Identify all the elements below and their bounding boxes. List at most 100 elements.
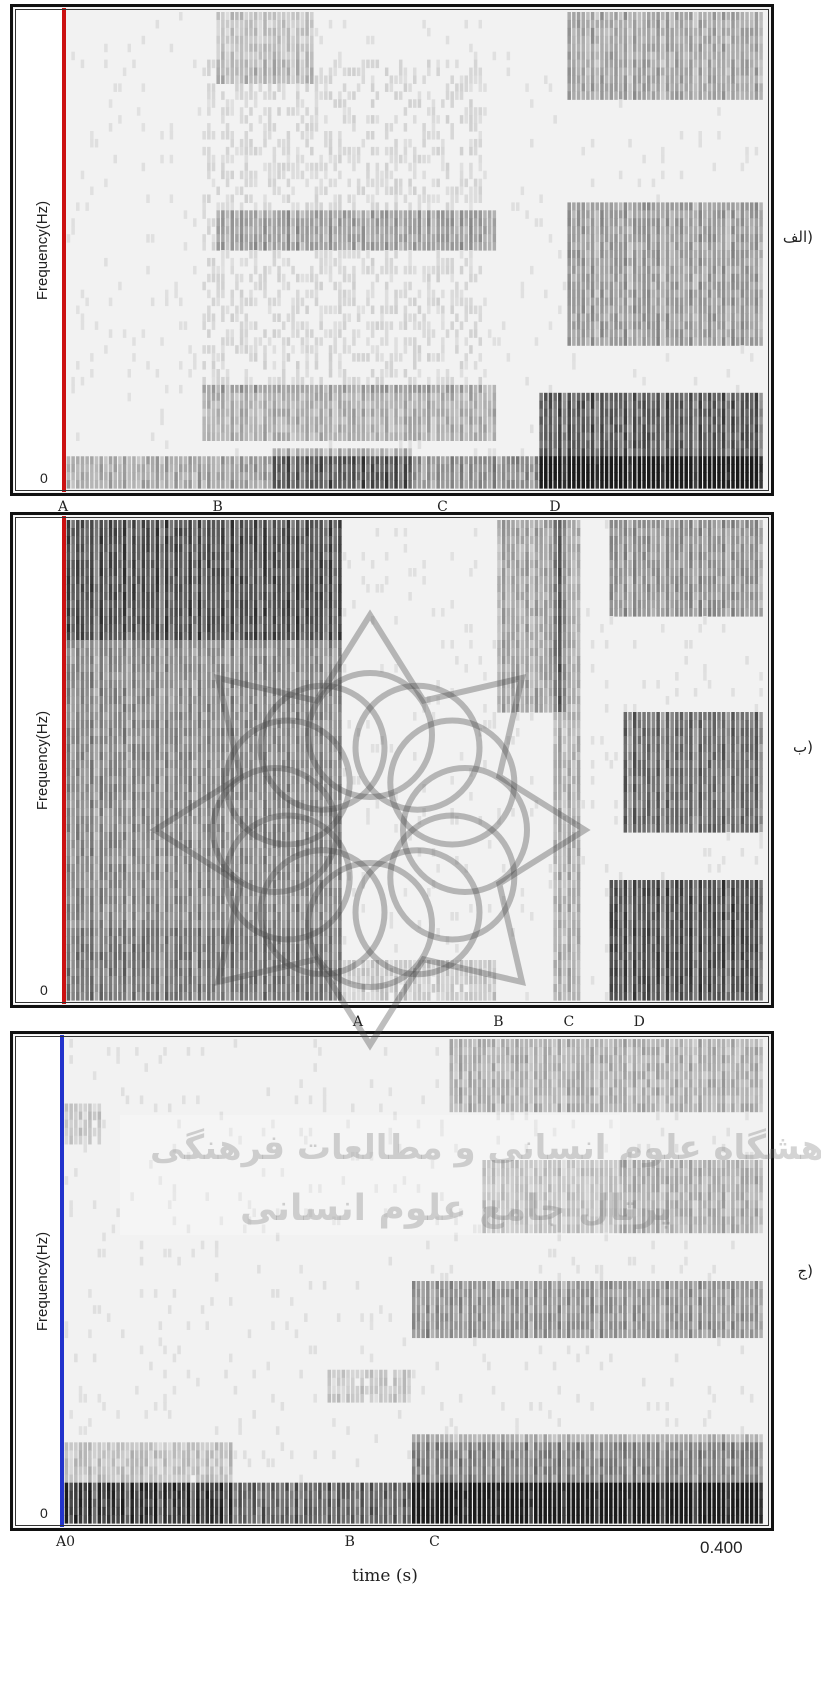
panel-1-y-min-label: 0 bbox=[40, 470, 48, 486]
spectrogram-cell bbox=[464, 19, 468, 29]
spectrogram-cell bbox=[759, 210, 763, 219]
spectrogram-cell bbox=[104, 257, 108, 267]
spectrogram-cell bbox=[389, 424, 394, 434]
spectrogram-cell bbox=[413, 321, 417, 330]
spectrogram-cell bbox=[277, 12, 281, 21]
spectrogram-cell bbox=[281, 162, 286, 172]
spectrogram-cell bbox=[85, 202, 89, 211]
spectrogram-cell bbox=[272, 35, 277, 45]
spectrogram-cell bbox=[366, 265, 370, 275]
spectrogram-cell bbox=[384, 369, 389, 378]
spectrogram-cell bbox=[539, 218, 543, 227]
spectrogram-cell bbox=[632, 424, 637, 434]
spectrogram-cell bbox=[76, 616, 80, 625]
spectrogram-cell bbox=[394, 369, 398, 378]
spectrogram-cell bbox=[352, 210, 356, 219]
spectrogram-cell bbox=[66, 576, 71, 585]
spectrogram-cell bbox=[71, 888, 75, 897]
spectrogram-cell bbox=[422, 424, 426, 434]
spectrogram-cell bbox=[104, 896, 108, 905]
spectrogram-cell bbox=[356, 392, 361, 402]
spectrogram-cell bbox=[146, 464, 150, 473]
spectrogram-cell bbox=[413, 416, 417, 426]
spectrogram-cell bbox=[745, 392, 749, 402]
spectrogram-cell bbox=[272, 43, 277, 53]
spectrogram-cell bbox=[703, 297, 707, 307]
spectrogram-cell bbox=[464, 178, 468, 188]
spectrogram-cell bbox=[352, 273, 356, 283]
spectrogram-cell bbox=[66, 696, 71, 705]
spectrogram-cell bbox=[85, 824, 89, 833]
spectrogram-cell bbox=[675, 12, 679, 21]
spectrogram-cell bbox=[263, 194, 267, 203]
spectrogram-cell bbox=[398, 416, 403, 426]
spectrogram-cell bbox=[459, 416, 464, 426]
spectrogram-cell bbox=[272, 400, 277, 410]
spectrogram-cell bbox=[394, 353, 398, 362]
spectrogram-cell bbox=[277, 59, 281, 69]
spectrogram-cell bbox=[99, 816, 103, 825]
spectrogram-cell bbox=[230, 329, 234, 338]
spectrogram-cell bbox=[71, 768, 75, 777]
spectrogram-cell bbox=[235, 313, 239, 322]
spectrogram-cell bbox=[478, 456, 483, 465]
spectrogram-cell bbox=[310, 123, 314, 132]
spectrogram-cell bbox=[441, 472, 445, 481]
spectrogram-cell bbox=[333, 408, 337, 418]
spectrogram-cell bbox=[314, 27, 319, 37]
spectrogram-cell bbox=[99, 576, 103, 585]
spectrogram-cell bbox=[356, 242, 361, 251]
spectrogram-cell bbox=[745, 456, 749, 465]
spectrogram-cell bbox=[90, 984, 94, 993]
spectrogram-cell bbox=[431, 456, 436, 465]
spectrogram-cell bbox=[380, 178, 384, 188]
spectrogram-cell bbox=[76, 361, 80, 370]
spectrogram-cell bbox=[352, 154, 356, 164]
spectrogram-cell bbox=[202, 194, 206, 203]
spectrogram-cell bbox=[347, 218, 351, 227]
spectrogram-cell bbox=[281, 369, 286, 378]
spectrogram-cell bbox=[731, 51, 735, 61]
spectrogram-cell bbox=[211, 273, 216, 283]
spectrogram-cell bbox=[684, 226, 688, 235]
spectrogram-cell bbox=[193, 464, 197, 473]
spectrogram-cell bbox=[656, 265, 660, 275]
spectrogram-cell bbox=[333, 194, 337, 203]
spectrogram-cell bbox=[735, 384, 740, 394]
spectrogram-cell bbox=[230, 289, 234, 299]
spectrogram-cell bbox=[263, 210, 267, 219]
spectrogram-cell bbox=[328, 67, 333, 77]
spectrogram-cell bbox=[637, 257, 642, 267]
spectrogram-cell bbox=[562, 440, 567, 449]
spectrogram-cell bbox=[595, 480, 600, 489]
spectrogram-cell bbox=[221, 384, 225, 394]
spectrogram-cell bbox=[85, 696, 89, 705]
spectrogram-cell bbox=[85, 728, 89, 737]
spectrogram-cell bbox=[239, 83, 244, 92]
spectrogram-cell bbox=[141, 162, 146, 172]
spectrogram-cell bbox=[431, 131, 436, 140]
spectrogram-cell bbox=[473, 186, 478, 196]
spectrogram-cell bbox=[656, 432, 660, 441]
spectrogram-cell bbox=[85, 808, 89, 817]
spectrogram-cell bbox=[389, 234, 394, 243]
spectrogram-cell bbox=[403, 369, 408, 378]
spectrogram-cell bbox=[740, 392, 745, 402]
spectrogram-cell bbox=[679, 257, 684, 267]
spectrogram-cell bbox=[740, 480, 745, 489]
spectrogram-cell bbox=[202, 464, 206, 473]
spectrogram-cell bbox=[628, 297, 632, 307]
spectrogram-cell bbox=[66, 856, 71, 865]
spectrogram-cell bbox=[735, 273, 740, 283]
spectrogram-cell bbox=[90, 704, 94, 713]
spectrogram-cell bbox=[469, 472, 473, 481]
spectrogram-cell bbox=[328, 178, 333, 188]
spectrogram-cell bbox=[90, 456, 94, 465]
spectrogram-cell bbox=[225, 202, 230, 211]
spectrogram-cell bbox=[642, 51, 646, 61]
spectrogram-cell bbox=[71, 480, 75, 489]
spectrogram-cell bbox=[286, 154, 291, 164]
spectrogram-cell bbox=[455, 456, 459, 465]
spectrogram-cell bbox=[146, 472, 150, 481]
spectrogram-cell bbox=[731, 432, 735, 441]
